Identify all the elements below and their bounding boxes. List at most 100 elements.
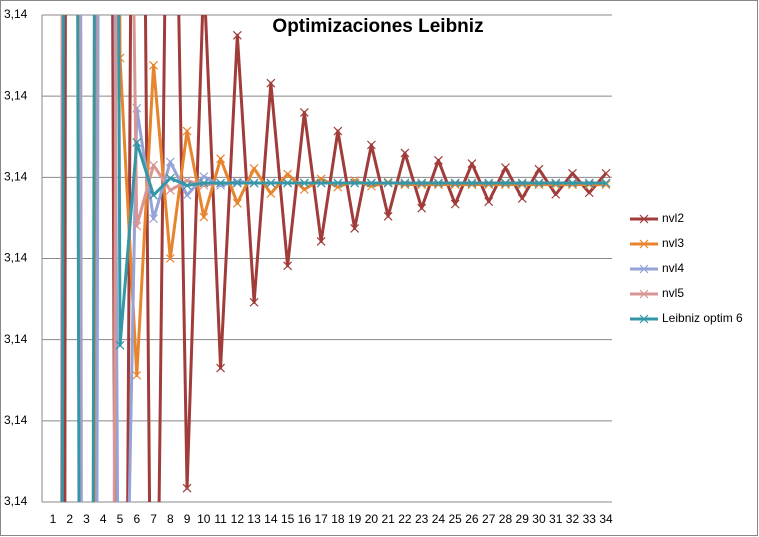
- legend-marker: [639, 289, 649, 299]
- x-tick-label: 13: [247, 512, 261, 526]
- legend-marker: [639, 264, 649, 274]
- point-marker: [199, 212, 209, 222]
- x-tick-label: 21: [381, 512, 395, 526]
- point-marker: [450, 178, 460, 188]
- x-tick-label: 29: [516, 512, 530, 526]
- point-marker: [501, 163, 510, 173]
- x-tick-label: 17: [314, 512, 328, 526]
- point-marker: [165, 254, 175, 263]
- x-tick-label: 6: [133, 512, 140, 526]
- point-marker: [115, 340, 125, 350]
- point-marker: [433, 155, 443, 165]
- point-marker: [299, 185, 309, 194]
- y-tick-label: 3,14: [4, 494, 28, 508]
- point-marker: [283, 261, 293, 271]
- point-marker: [551, 178, 561, 188]
- x-tick-label: 15: [281, 512, 295, 526]
- x-tick-label: 14: [264, 512, 278, 526]
- x-tick-label: 8: [167, 512, 174, 526]
- x-tick-label: 16: [298, 512, 312, 526]
- legend-label: nvl3: [662, 236, 684, 250]
- point-marker: [299, 178, 309, 188]
- y-tick-label: 3,14: [4, 88, 28, 102]
- point-marker: [132, 138, 142, 147]
- point-marker: [232, 198, 242, 208]
- point-marker: [467, 178, 477, 188]
- x-tick-label: 26: [465, 512, 479, 526]
- point-marker: [266, 178, 276, 188]
- point-marker: [584, 188, 594, 198]
- point-marker: [350, 178, 360, 188]
- x-tick-label: 12: [231, 512, 245, 526]
- point-marker: [165, 173, 175, 183]
- point-marker: [249, 163, 259, 173]
- point-marker: [366, 178, 376, 188]
- point-marker: [383, 211, 393, 221]
- legend-marker: [639, 314, 649, 324]
- point-marker: [266, 78, 276, 88]
- point-marker: [299, 107, 309, 117]
- point-marker: [232, 178, 242, 188]
- point-marker: [199, 178, 209, 188]
- point-marker: [165, 185, 175, 195]
- x-tick-label: 24: [432, 512, 446, 526]
- x-tick-label: 27: [482, 512, 496, 526]
- point-marker: [216, 363, 226, 373]
- point-marker: [551, 189, 561, 199]
- point-marker: [484, 178, 494, 188]
- point-marker: [182, 483, 192, 493]
- point-marker: [333, 126, 343, 136]
- point-marker: [232, 30, 242, 40]
- x-tick-label: 11: [214, 512, 227, 526]
- x-tick-label: 22: [398, 512, 412, 526]
- legend-label: nvl4: [662, 261, 684, 275]
- point-marker: [182, 190, 192, 200]
- y-tick-label: 3,14: [4, 332, 28, 346]
- point-marker: [568, 178, 577, 188]
- point-marker: [132, 370, 142, 380]
- point-marker: [584, 178, 594, 188]
- point-marker: [249, 297, 259, 307]
- x-tick-label: 32: [566, 512, 580, 526]
- point-marker: [601, 168, 611, 178]
- legend-marker: [639, 239, 649, 249]
- point-marker: [501, 178, 510, 188]
- point-marker: [182, 181, 192, 190]
- y-tick-label: 3,14: [4, 7, 28, 21]
- point-marker: [149, 60, 158, 70]
- point-marker: [283, 178, 293, 188]
- series-line: [60, 15, 606, 502]
- point-marker: [316, 178, 326, 188]
- x-tick-label: 23: [415, 512, 429, 526]
- point-marker: [165, 157, 175, 167]
- x-tick-label: 18: [331, 512, 345, 526]
- x-tick-label: 7: [150, 512, 157, 526]
- point-marker: [601, 178, 611, 188]
- point-marker: [467, 159, 477, 168]
- x-tick-label: 1: [50, 512, 57, 526]
- x-tick-label: 9: [184, 512, 191, 526]
- point-marker: [517, 194, 527, 203]
- point-marker: [568, 168, 577, 178]
- x-tick-label: 2: [66, 512, 73, 526]
- point-marker: [517, 178, 527, 188]
- y-tick-label: 3,14: [4, 413, 28, 427]
- x-tick-label: 10: [197, 512, 211, 526]
- point-marker: [283, 169, 293, 179]
- point-marker: [249, 178, 259, 188]
- point-marker: [534, 164, 544, 174]
- chart-title: Optimizaciones Leibniz: [272, 16, 483, 37]
- y-tick-label: 3,14: [4, 251, 28, 265]
- point-marker: [450, 199, 460, 209]
- x-tick-label: 31: [549, 512, 563, 526]
- plot-area: [60, 15, 611, 502]
- point-marker: [534, 178, 544, 188]
- x-tick-label: 20: [365, 512, 379, 526]
- legend-marker: [639, 214, 649, 224]
- point-marker: [383, 178, 393, 188]
- legend-label: nvl5: [662, 286, 684, 300]
- point-marker: [199, 172, 209, 181]
- point-marker: [216, 178, 226, 188]
- point-marker: [216, 154, 226, 164]
- legend-label: nvl2: [662, 211, 684, 225]
